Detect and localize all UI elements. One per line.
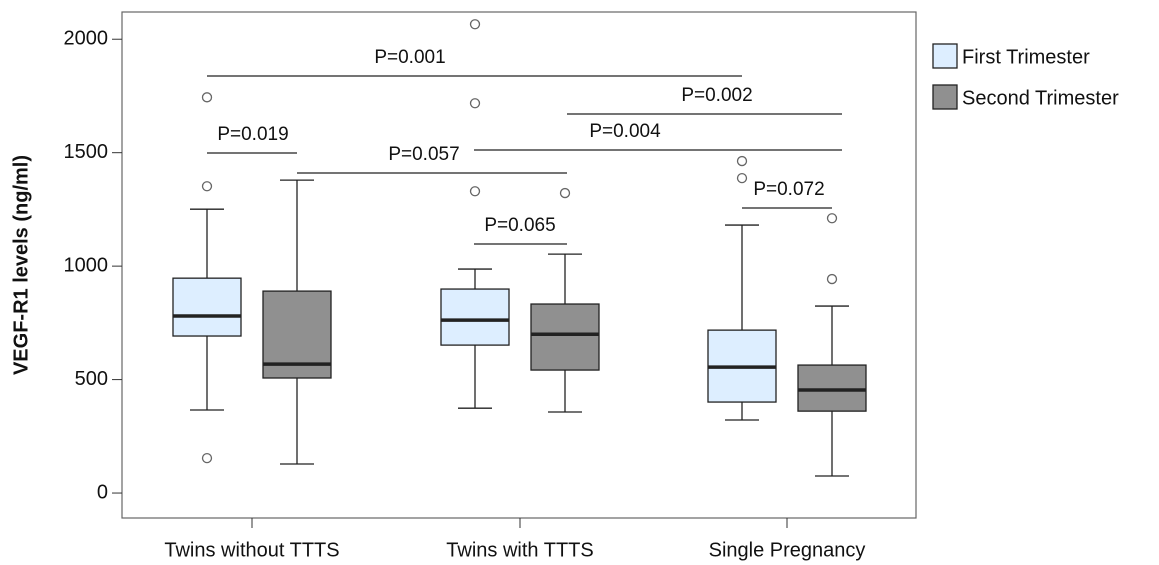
outlier xyxy=(559,187,571,199)
outlier xyxy=(469,98,481,109)
significance-label: P=0.072 xyxy=(753,179,824,200)
legend-swatch xyxy=(932,84,958,110)
y-tick-label: 500 xyxy=(75,368,108,390)
outlier xyxy=(469,19,481,30)
outlier xyxy=(201,452,213,464)
outlier xyxy=(736,172,748,184)
legend-swatch xyxy=(932,43,958,69)
box xyxy=(530,303,600,371)
box xyxy=(440,288,510,346)
outlier xyxy=(826,213,838,224)
outlier xyxy=(736,155,748,167)
legend-label: First Trimester xyxy=(962,46,1090,68)
y-axis-label: VEGF-R1 levels (ng/ml) xyxy=(10,155,32,375)
x-tick-label: Twins with TTTS xyxy=(446,539,593,561)
significance-label: P=0.057 xyxy=(388,144,459,165)
y-tick-label: 0 xyxy=(97,481,108,503)
outlier xyxy=(469,186,481,197)
significance-label: P=0.004 xyxy=(589,121,661,142)
significance-label: P=0.019 xyxy=(217,124,288,145)
x-tick-label: Twins without TTTS xyxy=(164,539,339,561)
plot-frame xyxy=(121,11,917,519)
significance-label: P=0.002 xyxy=(681,85,752,106)
y-tick-label: 2000 xyxy=(64,28,109,50)
significance-label: P=0.065 xyxy=(484,215,555,236)
significance-label: P=0.001 xyxy=(374,47,445,68)
legend-label: Second Trimester xyxy=(962,87,1119,109)
box xyxy=(172,277,242,337)
box xyxy=(797,364,867,412)
outlier xyxy=(826,273,838,285)
y-tick-label: 1000 xyxy=(64,254,109,276)
outlier xyxy=(201,92,213,103)
outlier xyxy=(201,181,213,192)
x-tick-label: Single Pregnancy xyxy=(709,539,866,561)
y-tick-label: 1500 xyxy=(64,141,109,163)
